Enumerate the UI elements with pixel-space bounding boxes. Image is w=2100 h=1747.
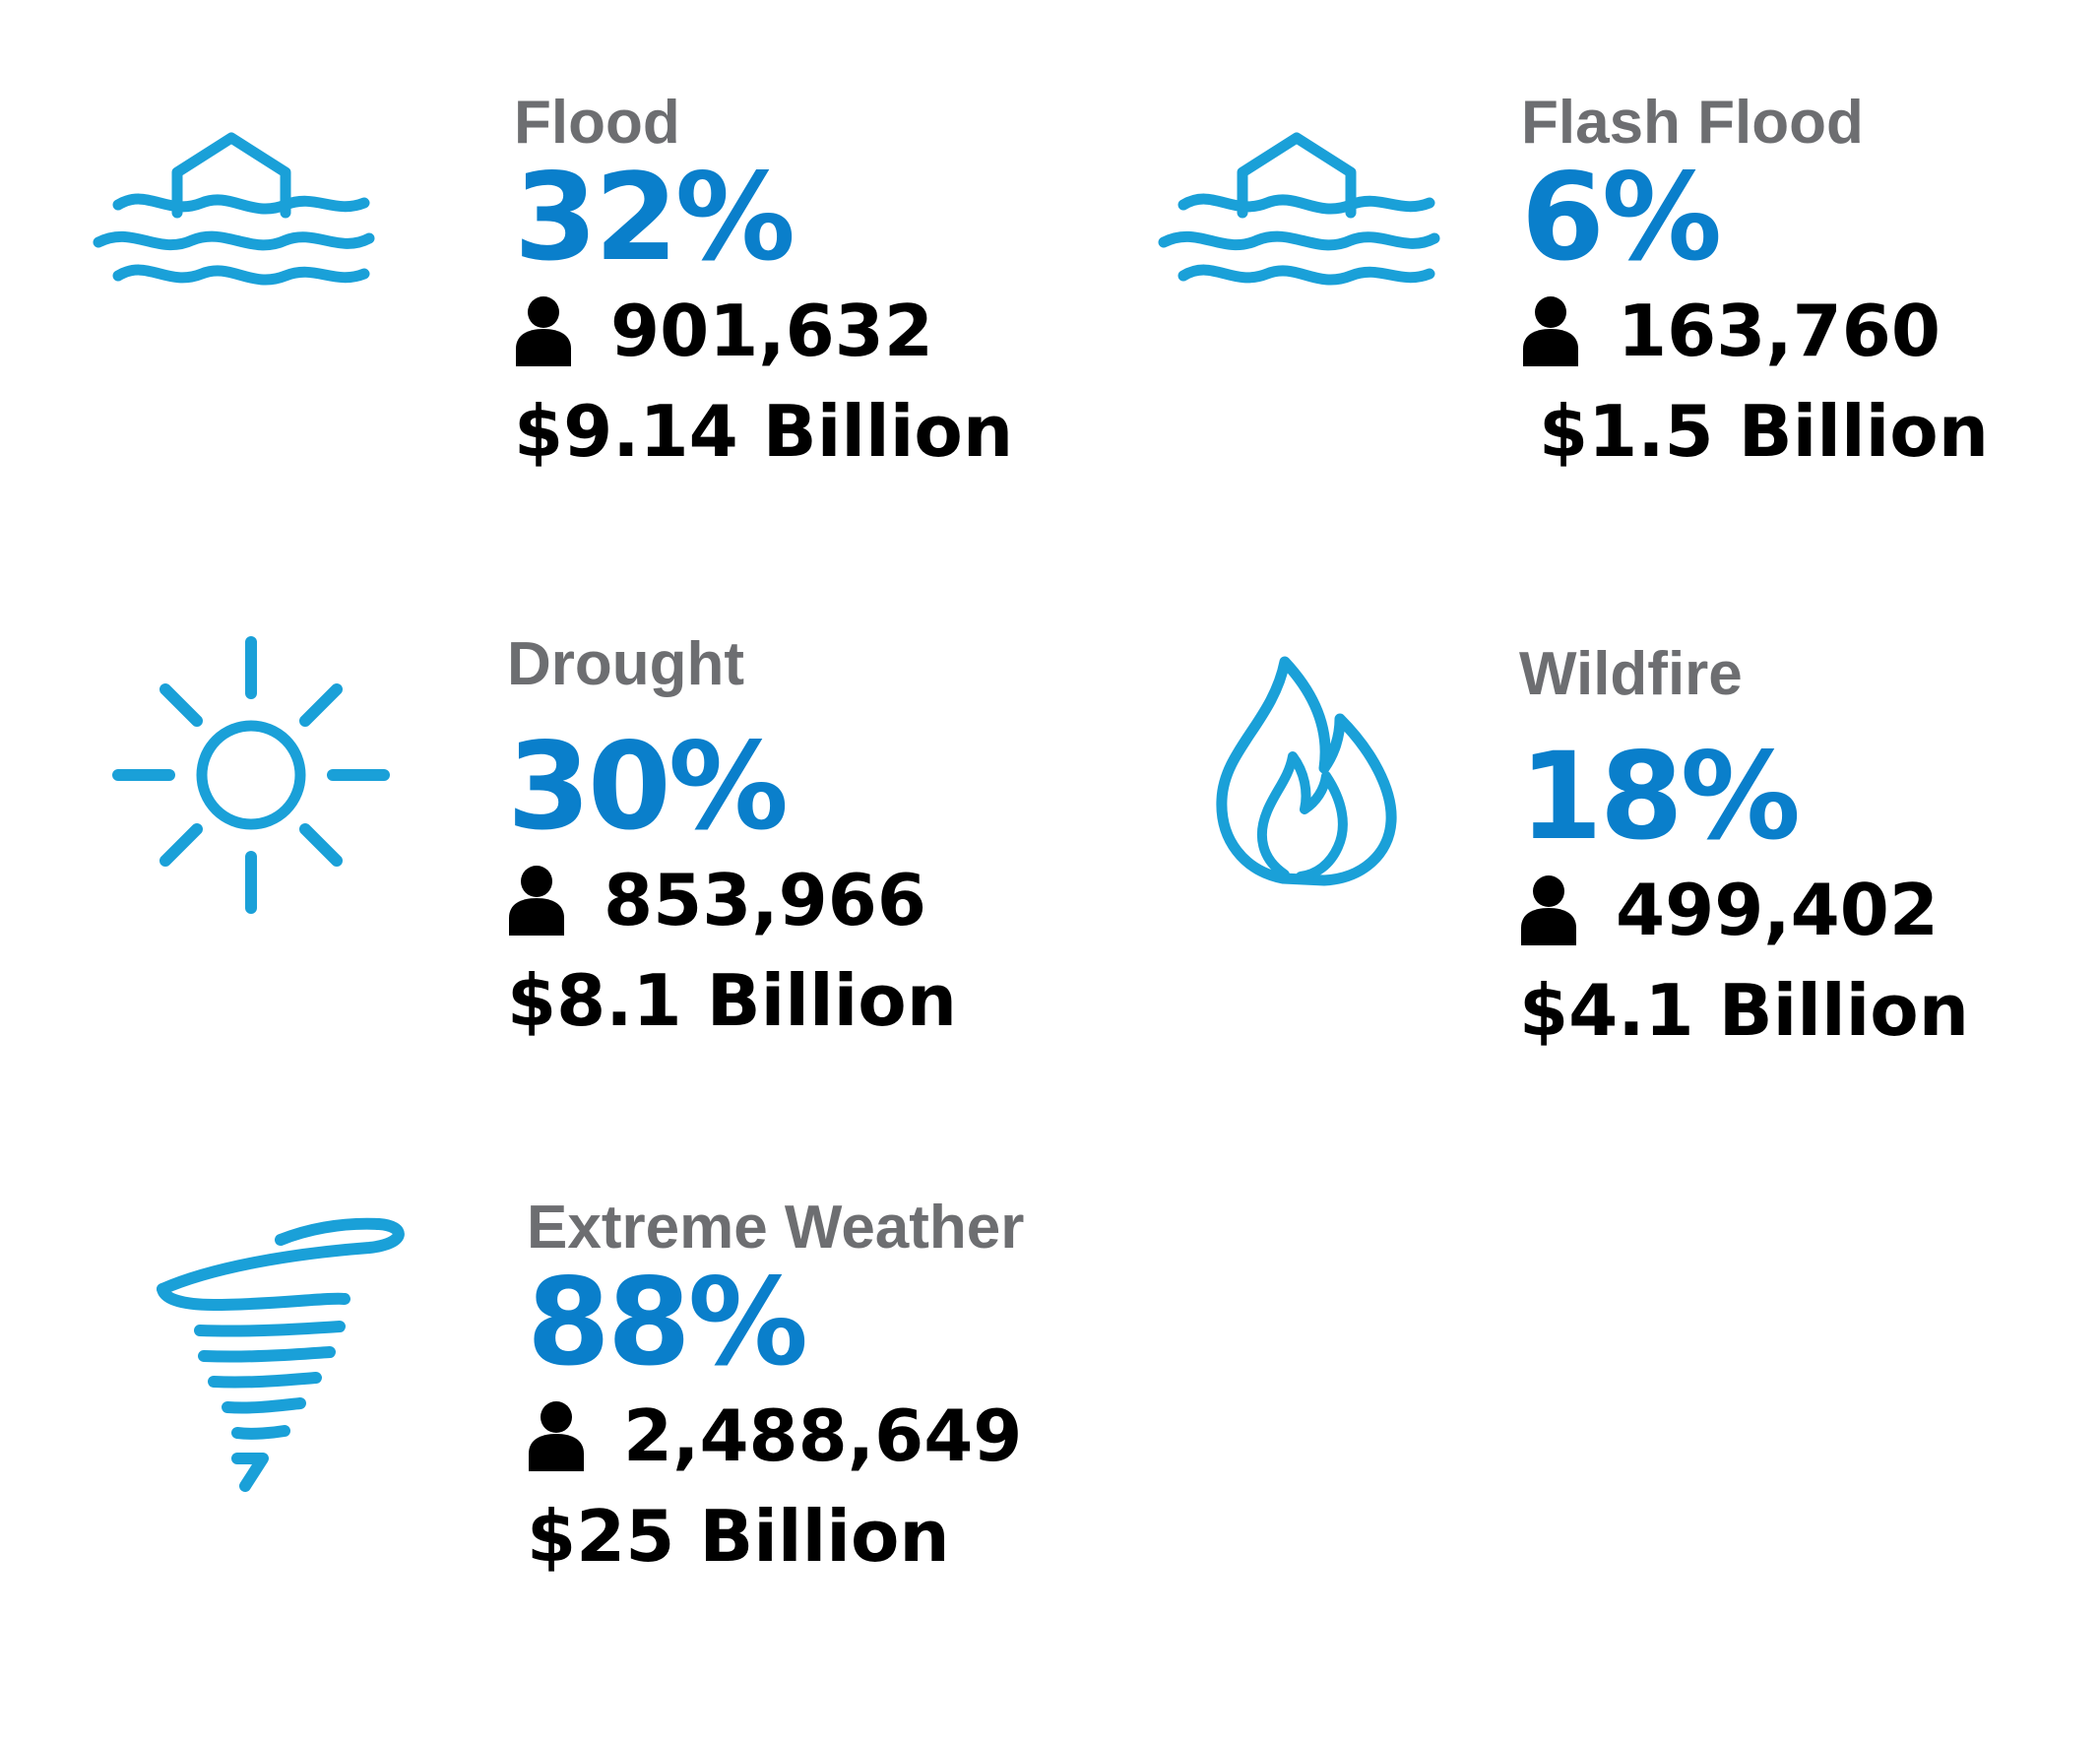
people-affected: 2,488,649 [527,1385,1024,1487]
hazard-text-extreme-weather: Extreme Weather 88% 2,488,649 $25 Billio… [527,1194,1024,1585]
hazard-text-flood: Flood 32% 901,632 $9.14 Billion [514,89,1013,481]
person-icon [1521,295,1580,366]
hazard-cost: $9.14 Billion [514,390,1014,473]
people-count: 163,760 [1618,290,1941,372]
flooded-house-icon [1158,118,1440,286]
flooded-house-icon [93,118,375,286]
hazard-card-extreme-weather: Extreme Weather 88% 2,488,649 $25 Billio… [0,1194,1024,1656]
hazard-label: Wildfire [1519,640,1743,708]
people-affected: 901,632 [514,280,1013,382]
person-icon [514,295,573,366]
hazard-percent: 88% [527,1253,808,1392]
people-affected: 853,966 [507,849,957,951]
hazard-percent: 6% [1521,148,1722,288]
person-icon [507,865,566,936]
person-icon [527,1400,586,1471]
hazard-percent: 30% [507,717,789,857]
hazard-label: Drought [507,630,745,698]
people-affected: 499,402 [1519,859,1969,961]
hazard-label: Flood [514,89,680,157]
people-count: 901,632 [610,290,933,372]
people-count: 499,402 [1616,869,1939,951]
hazard-text-wildfire: Wildfire 18% 499,402 $4.1 Billion [1519,640,1969,1060]
hazard-percent: 18% [1519,727,1801,867]
hazard-percent: 32% [514,148,795,288]
hazard-label: Extreme Weather [527,1194,1025,1262]
hazard-cost: $25 Billion [527,1495,950,1578]
flame-icon [1214,652,1401,888]
hazard-text-flash-flood: Flash Flood 6% 163,760 $1.5 Billion [1521,89,1989,481]
hazard-card-drought: Drought 30% 853,966 $8.1 Billion [0,622,985,1085]
sun-icon [108,632,394,918]
hazard-text-drought: Drought 30% 853,966 $8.1 Billion [507,630,957,1050]
hazard-cost: $4.1 Billion [1519,969,1970,1052]
person-icon [1519,874,1578,945]
people-affected: 163,760 [1521,280,1989,382]
hazard-label: Flash Flood [1521,89,1864,157]
people-count: 853,966 [604,859,926,941]
people-count: 2,488,649 [623,1394,1023,1477]
hazard-cost: $1.5 Billion [1539,390,1990,473]
tornado-icon [143,1217,409,1492]
hazard-cost: $8.1 Billion [507,959,958,1042]
hazard-card-flood: Flood 32% 901,632 $9.14 Billion [0,89,1013,551]
hazard-card-wildfire: Wildfire 18% 499,402 $4.1 Billion [1068,622,2053,1085]
hazard-card-flash-flood: Flash Flood 6% 163,760 $1.5 Billion [1068,89,2053,551]
